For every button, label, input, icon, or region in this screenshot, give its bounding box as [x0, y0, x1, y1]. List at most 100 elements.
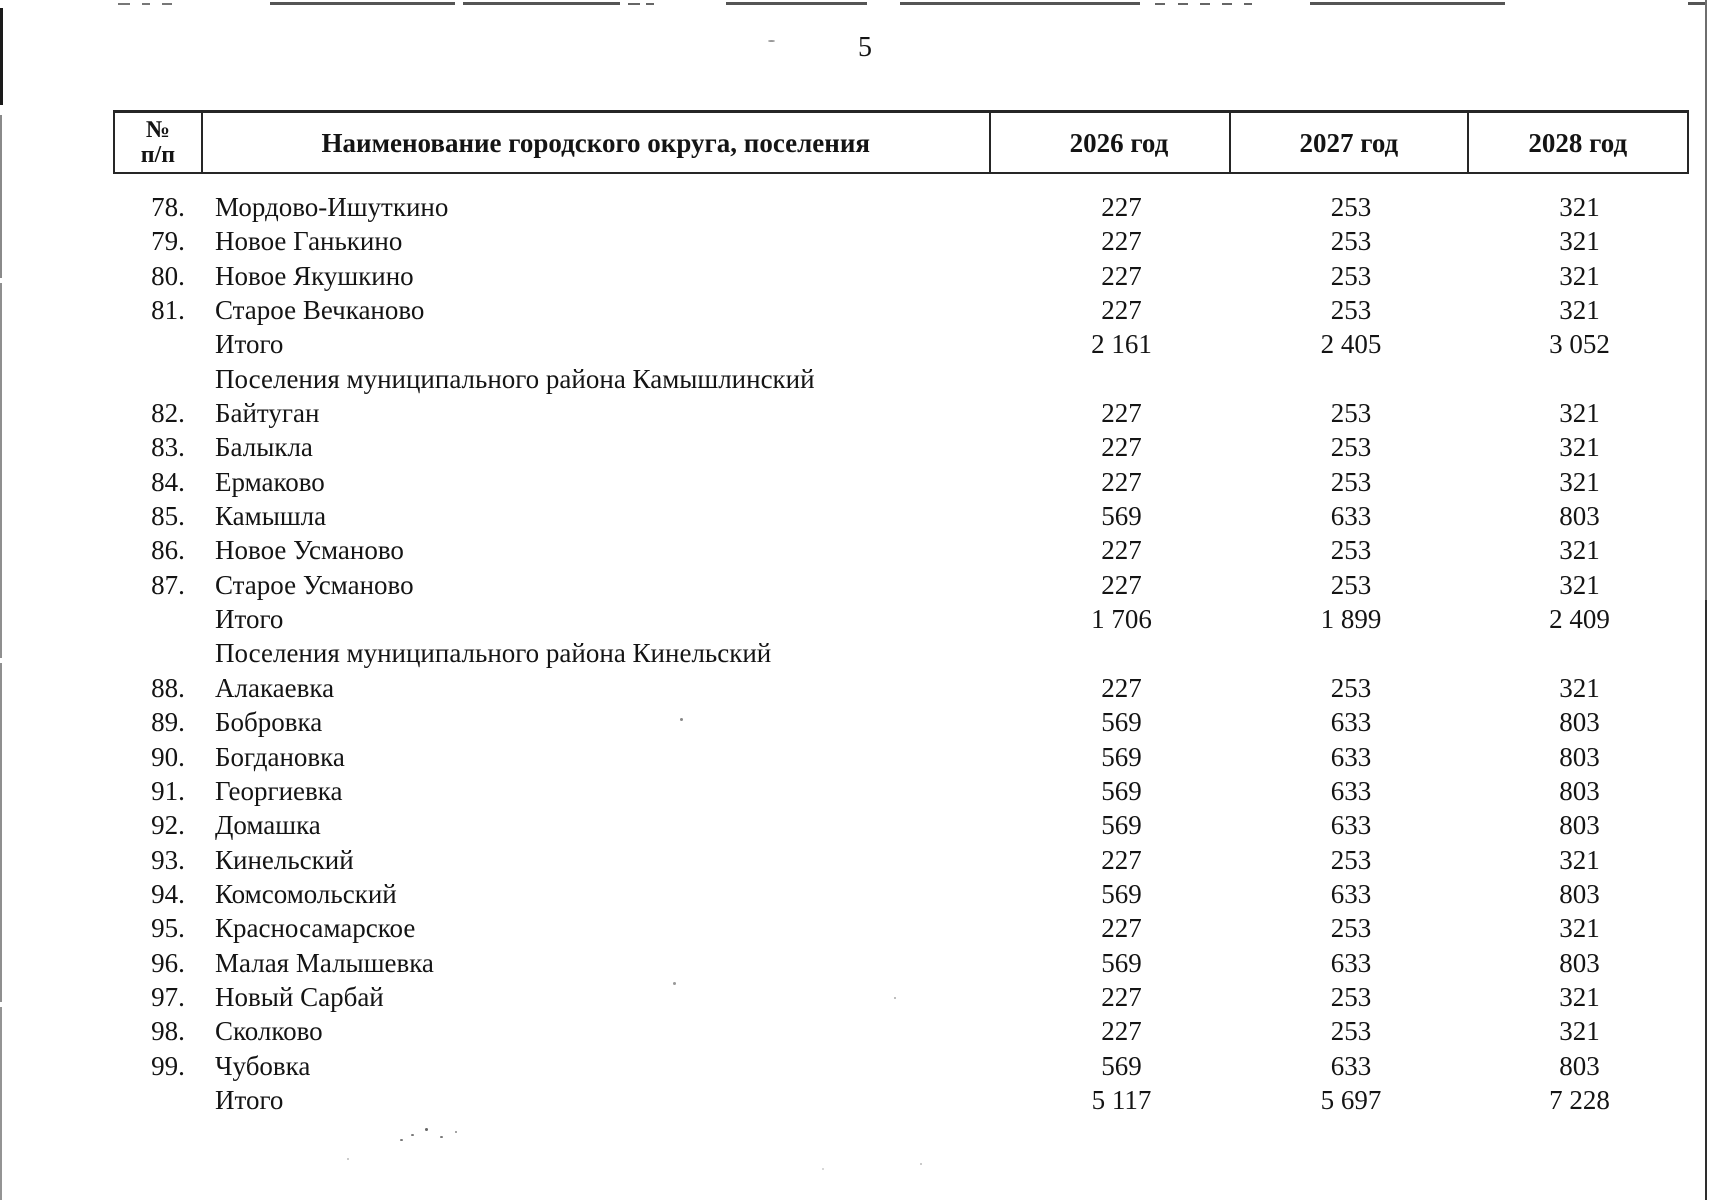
table-row: 81. Старое Вечканово 227 253 321 [113, 293, 1689, 327]
table-row: 93. Кинельский 227 253 321 [113, 843, 1689, 877]
column-header-2026: 2026 год [991, 113, 1232, 172]
value-2026: 227 [1101, 295, 1142, 326]
column-header-number-line1: № [145, 116, 170, 143]
table-row: 87. Старое Усманово 227 253 321 [113, 568, 1689, 602]
table-header-row: № п/п Наименование городского округа, по… [113, 110, 1689, 174]
column-header-2027: 2027 год [1231, 113, 1469, 172]
row-number: 87. [151, 569, 185, 600]
value-2027: 633 [1330, 707, 1372, 738]
table-row: 92. Домашка 569 633 803 [113, 808, 1689, 842]
value-2028: 321 [1559, 466, 1600, 497]
value-2028: 803 [1559, 741, 1600, 772]
value-2026: 227 [1101, 1016, 1142, 1047]
value-2028: 3 052 [1549, 329, 1610, 360]
settlement-name: Балыкла [215, 432, 313, 463]
value-2026: 569 [1101, 741, 1142, 772]
value-2026: 227 [1101, 672, 1142, 703]
row-number: 90. [151, 741, 185, 772]
table-row: 97. Новый Сарбай 227 253 321 [113, 980, 1689, 1014]
value-2028: 803 [1559, 775, 1600, 806]
total-label: Итого [215, 329, 284, 360]
value-2026: 227 [1101, 981, 1142, 1012]
value-2026: 569 [1101, 775, 1142, 806]
row-number: 92. [151, 810, 185, 841]
value-2026: 569 [1101, 501, 1142, 532]
settlement-name: Георгиевка [215, 775, 343, 806]
value-2026: 569 [1101, 810, 1142, 841]
value-2027: 253 [1330, 432, 1372, 463]
value-2027: 253 [1330, 260, 1372, 291]
settlement-name: Камышла [215, 501, 327, 532]
column-header-2028: 2028 год [1528, 127, 1628, 158]
value-2027: 633 [1330, 775, 1372, 806]
value-2027: 253 [1330, 1016, 1372, 1047]
page-number: 5 [858, 32, 872, 63]
value-2028: 321 [1559, 913, 1600, 944]
settlement-name: Старое Усманово [215, 569, 414, 600]
value-2026: 227 [1101, 466, 1142, 497]
settlement-name: Кинельский [215, 844, 354, 875]
value-2028: 2 409 [1549, 604, 1610, 635]
value-2027: 253 [1330, 466, 1372, 497]
value-2027: 1 899 [1320, 604, 1382, 635]
table-row: 78. Мордово-Ишуткино 227 253 321 [113, 190, 1689, 224]
table-row: 89. Бобровка 569 633 803 [113, 705, 1689, 739]
settlement-name: Новое Ганькино [215, 226, 403, 257]
table-row: 88. Алакаевка 227 253 321 [113, 671, 1689, 705]
row-number: 83. [151, 432, 185, 463]
value-2026: 227 [1101, 192, 1142, 222]
value-2026: 569 [1101, 1050, 1142, 1081]
table-row: 95. Красносамарское 227 253 321 [113, 911, 1689, 945]
table-row: 90. Богдановка 569 633 803 [113, 740, 1689, 774]
value-2027: 253 [1330, 981, 1372, 1012]
value-2028: 321 [1559, 1016, 1600, 1047]
value-2026: 569 [1101, 947, 1142, 978]
row-number: 88. [151, 672, 185, 703]
table-section-row: Поселения муниципального района Кинельск… [113, 636, 1689, 670]
table-row: 91. Георгиевка 569 633 803 [113, 774, 1689, 808]
row-number: 89. [151, 707, 185, 738]
table-row: 83. Балыкла 227 253 321 [113, 430, 1689, 464]
value-2028: 803 [1559, 707, 1600, 738]
settlement-name: Алакаевка [215, 672, 335, 703]
settlement-name: Малая Малышевка [215, 947, 434, 978]
row-number: 99. [151, 1050, 185, 1081]
settlement-name: Байтуган [215, 398, 320, 429]
settlement-name: Новое Усманово [215, 535, 404, 566]
row-number: 97. [151, 981, 185, 1012]
table-row: 98. Сколково 227 253 321 [113, 1014, 1689, 1048]
total-label: Итого [215, 1084, 284, 1115]
value-2026: 227 [1101, 844, 1142, 875]
row-number: 95. [151, 913, 185, 944]
value-2026: 1 706 [1091, 604, 1152, 635]
value-2026: 227 [1101, 260, 1142, 291]
value-2027: 633 [1330, 947, 1372, 978]
value-2027: 253 [1330, 844, 1372, 875]
row-number: 98. [151, 1016, 185, 1047]
row-number [113, 636, 201, 670]
table-row: 80. Новое Якушкино 227 253 321 [113, 259, 1689, 293]
value-2027: 633 [1330, 741, 1372, 772]
row-number: 82. [151, 398, 185, 429]
value-2027: 2 405 [1320, 329, 1382, 360]
row-number [113, 602, 201, 636]
value-2027: 253 [1330, 913, 1372, 944]
value-2028: 321 [1559, 192, 1600, 222]
value-2028: 803 [1559, 810, 1600, 841]
table-row: 96. Малая Малышевка 569 633 803 [113, 946, 1689, 980]
value-2027: 253 [1330, 226, 1372, 257]
settlements-funding-table: № п/п Наименование городского округа, по… [113, 110, 1689, 1117]
row-number [113, 362, 201, 396]
value-2026: 227 [1101, 569, 1142, 600]
section-title: Поселения муниципального района Камышлин… [215, 363, 815, 394]
settlement-name: Домашка [215, 810, 321, 841]
row-number: 91. [151, 775, 185, 806]
settlement-name: Чубовка [215, 1050, 311, 1081]
settlement-name: Красносамарское [215, 913, 416, 944]
value-2027: 253 [1330, 398, 1372, 429]
value-2027: 633 [1330, 878, 1372, 909]
row-number: 93. [151, 844, 185, 875]
value-2027: 253 [1330, 192, 1372, 222]
table-row: 82. Байтуган 227 253 321 [113, 396, 1689, 430]
column-header-number-line2: п/п [140, 141, 176, 168]
